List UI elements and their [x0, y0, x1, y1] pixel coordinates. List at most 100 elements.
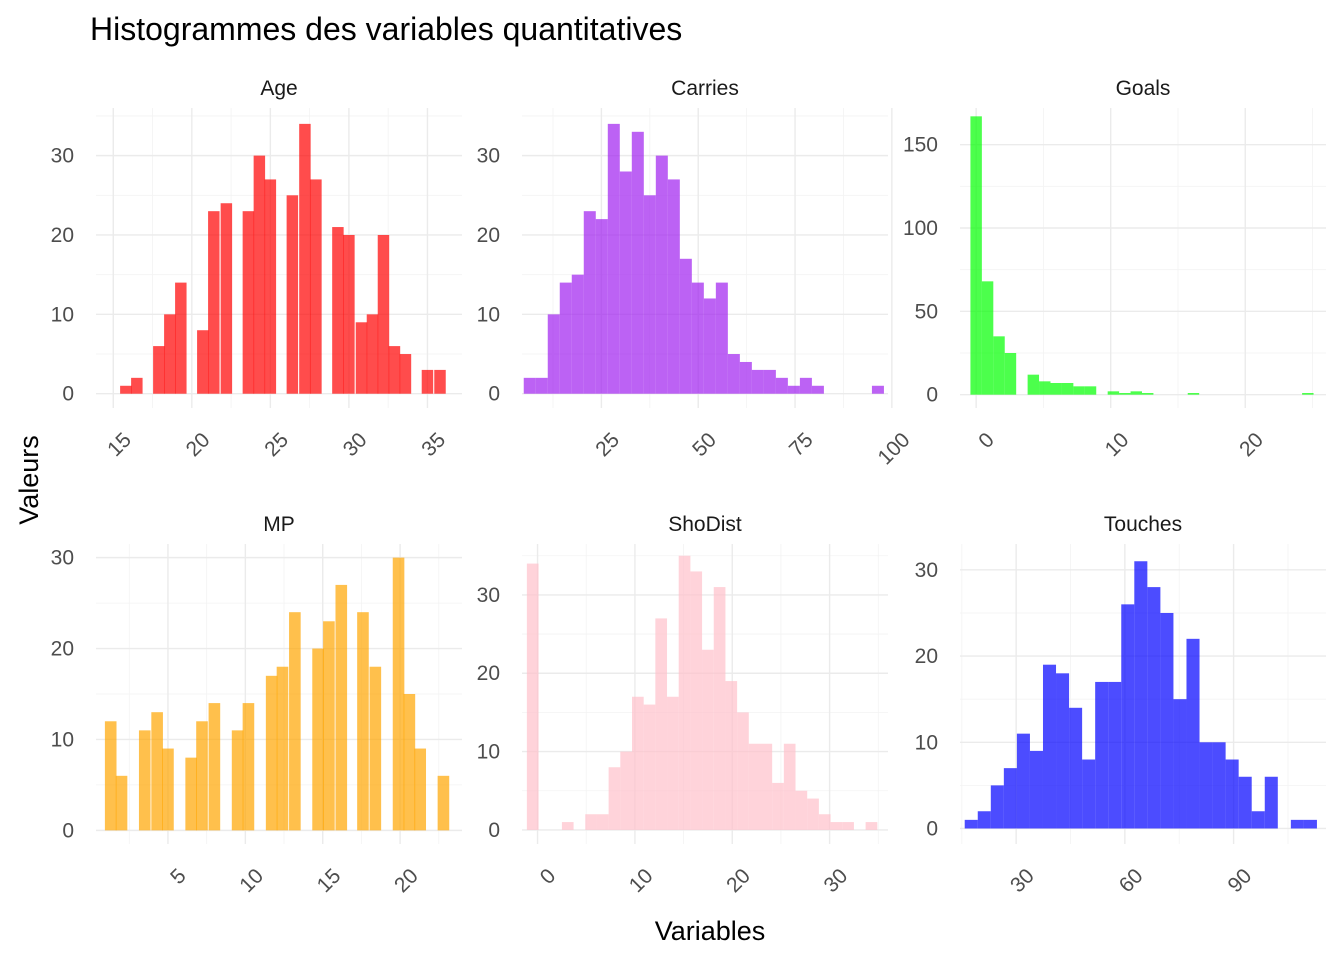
histogram-bar	[120, 385, 132, 394]
histogram-bar	[1027, 374, 1040, 395]
histogram-bar	[655, 155, 668, 394]
histogram-bar	[1212, 742, 1226, 829]
histogram-bar	[739, 361, 752, 394]
x-tick-label: 10	[1101, 428, 1134, 461]
histogram-bar	[964, 819, 978, 829]
histogram-bar	[421, 369, 434, 394]
x-tick-label: 25	[591, 428, 624, 461]
facet-panel: MP 0 10 20 30 5 10 15 20	[51, 513, 462, 897]
histogram-bar	[115, 775, 128, 831]
histogram-bar	[231, 730, 244, 831]
histogram-bar	[830, 822, 843, 830]
x-tick-label: 30	[339, 428, 372, 461]
x-tick-label: 5	[166, 864, 191, 889]
histogram-bar	[434, 369, 446, 394]
y-tick-label: 0	[926, 817, 938, 840]
figure-title: Histogrammes des variables quantitatives	[90, 11, 682, 47]
facet-panel: Age 0 10 20 30 15 20 25 30 35	[51, 77, 462, 461]
x-tick-label: 30	[1006, 864, 1039, 897]
histogram-bar	[811, 385, 824, 394]
histogram-bar	[703, 298, 716, 394]
histogram-bar	[1130, 391, 1142, 395]
histogram-bar	[631, 131, 644, 394]
histogram-bar	[357, 612, 369, 831]
histogram-bar	[1095, 681, 1109, 829]
histogram-bar	[1251, 811, 1265, 829]
histogram-bar	[151, 712, 163, 831]
histogram-bar	[286, 195, 299, 394]
facet-title: ShoDist	[668, 513, 742, 536]
histogram-bar	[871, 385, 884, 394]
histogram-bar	[607, 123, 620, 394]
y-tick-label: 10	[915, 731, 938, 754]
histogram-bar	[1238, 776, 1252, 829]
x-tick-label: 75	[785, 428, 818, 461]
histogram-bar	[253, 155, 266, 394]
histogram-bar	[559, 282, 572, 394]
histogram-bar	[737, 712, 749, 830]
histogram-bar	[526, 563, 539, 830]
histogram-bar	[299, 123, 311, 394]
histogram-bar	[343, 234, 355, 394]
histogram-bar	[1290, 819, 1304, 829]
histogram-bar	[175, 282, 187, 394]
histogram-bar	[1160, 612, 1174, 829]
histogram-bar	[388, 346, 401, 394]
y-tick-label: 50	[915, 300, 938, 323]
y-tick-label: 30	[51, 145, 74, 168]
histogram-bar	[1016, 733, 1030, 829]
histogram-bar	[377, 234, 390, 394]
y-tick-label: 0	[62, 383, 74, 406]
histogram-bar	[264, 179, 277, 394]
histogram-bar	[1303, 819, 1317, 829]
histogram-bar	[970, 116, 982, 395]
histogram-bar	[1073, 386, 1085, 395]
histogram-bar	[547, 314, 560, 394]
histogram-bar	[842, 822, 854, 830]
histogram-bar	[763, 369, 776, 394]
histogram-bar	[643, 195, 656, 394]
histogram-bar	[1082, 759, 1096, 829]
x-tick-label: 90	[1223, 864, 1256, 897]
histogram-bar	[818, 814, 831, 830]
x-tick-label: 20	[1235, 428, 1268, 461]
x-tick-label: 20	[182, 428, 215, 461]
histogram-bar	[679, 258, 692, 394]
facet-title: Goals	[1116, 77, 1171, 100]
histogram-bar	[807, 798, 819, 830]
histogram-bar	[667, 696, 679, 830]
histogram-bar	[608, 767, 621, 830]
x-tick-label: 20	[722, 864, 755, 897]
histogram-bar	[131, 377, 143, 394]
y-tick-label: 20	[915, 645, 938, 668]
x-tick-label: 0	[536, 864, 561, 889]
x-tick-label: 30	[819, 864, 852, 897]
histogram-bar	[312, 648, 324, 831]
x-tick-label: 15	[313, 864, 346, 897]
histogram-bar	[1061, 383, 1074, 395]
histogram-bar	[787, 385, 800, 394]
histogram-bar	[667, 179, 680, 394]
histogram-bar	[993, 336, 1005, 395]
histogram-bar	[865, 822, 878, 830]
histogram-bar	[795, 790, 808, 830]
histogram-bar	[414, 748, 427, 831]
y-tick-label: 10	[477, 303, 500, 326]
histogram-bar	[1042, 664, 1057, 829]
x-tick-label: 20	[390, 864, 423, 897]
histogram-bar	[583, 211, 596, 394]
histogram-bar	[702, 649, 714, 830]
histogram-bar	[1187, 393, 1200, 395]
facet-title: Carries	[671, 77, 739, 100]
histogram-bar	[355, 322, 368, 394]
y-tick-label: 30	[477, 145, 500, 168]
histogram-bar	[1107, 391, 1120, 395]
y-tick-label: 30	[51, 547, 74, 570]
histogram-bar	[1173, 699, 1187, 829]
histogram-bar	[197, 330, 209, 394]
y-tick-label: 10	[51, 303, 74, 326]
y-tick-label: 0	[488, 819, 500, 842]
y-tick-label: 100	[903, 217, 938, 240]
histogram-bar	[310, 179, 322, 394]
histogram-bar	[585, 814, 597, 830]
